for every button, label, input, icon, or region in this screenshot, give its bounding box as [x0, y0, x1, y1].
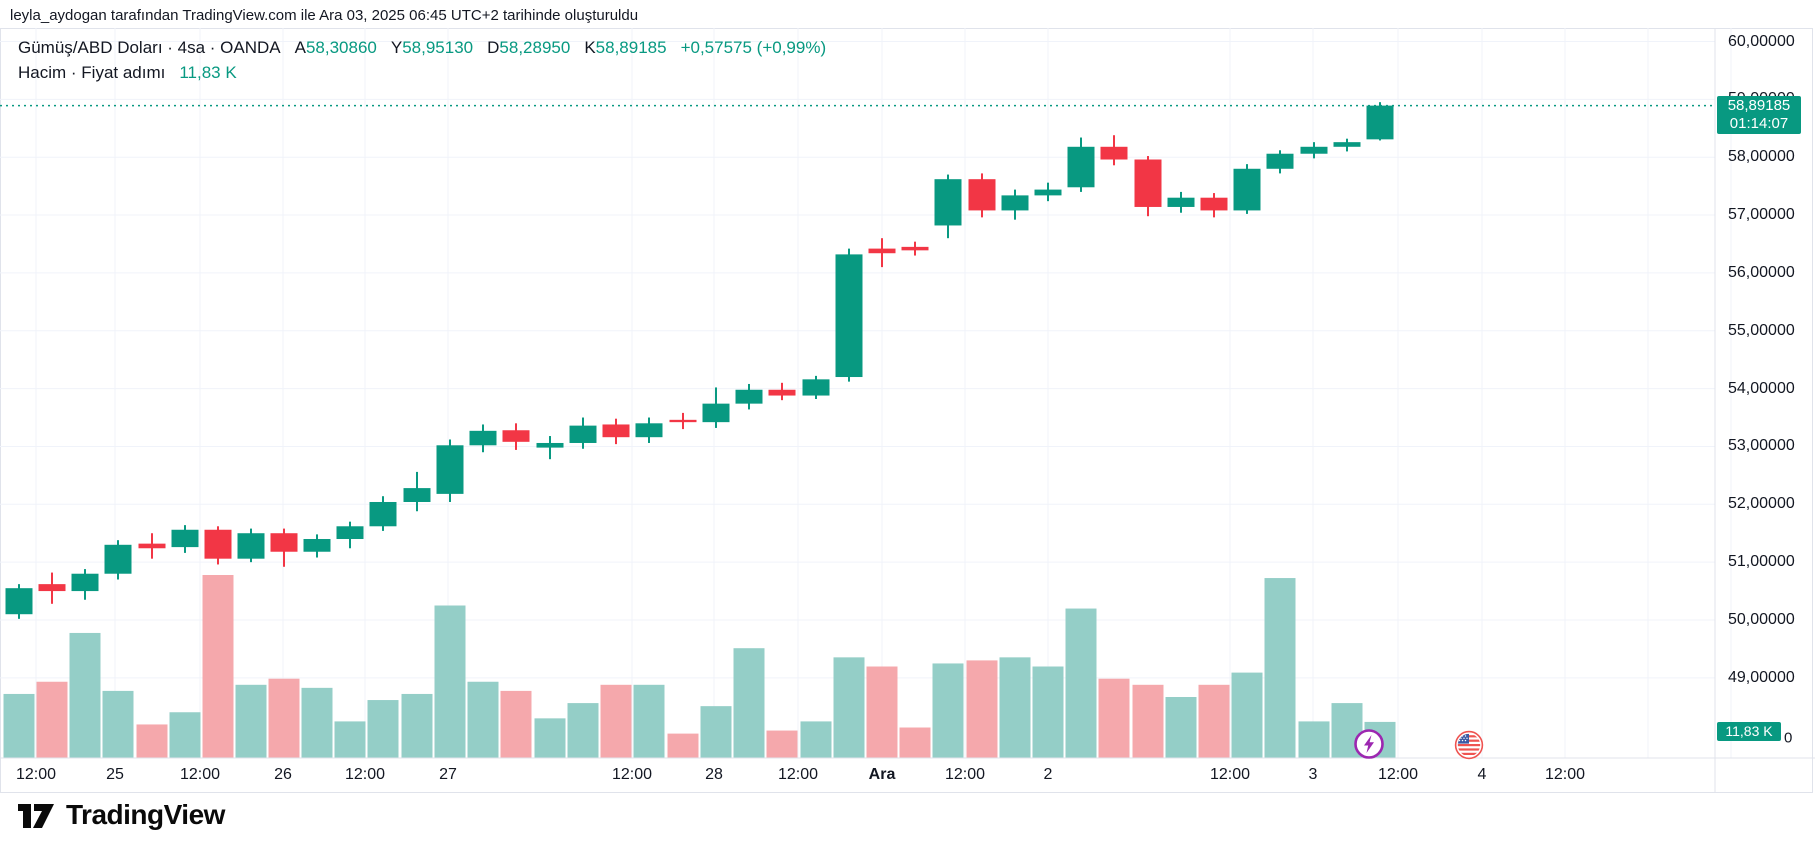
volume-row: Hacim · Fiyat adımı 11,83 K — [18, 61, 826, 84]
current-price-value: 58,89185 — [1727, 96, 1791, 114]
price-tick-60: 60,00000 — [1728, 32, 1795, 50]
time-tick-4: 4 — [1477, 766, 1487, 783]
ohlc-d: D58,28950 — [487, 37, 571, 57]
time-tick-1200: 12:00 — [344, 766, 386, 783]
symbol-title[interactable]: Gümüş/ABD Doları · 4sa · OANDA — [18, 37, 281, 57]
price-tick-51: 51,00000 — [1728, 553, 1795, 571]
time-tick-3: 3 — [1308, 766, 1318, 783]
time-tick-26: 26 — [274, 766, 292, 783]
time-tick-1200: 12:00 — [1377, 766, 1419, 783]
price-tick-58: 58,00000 — [1728, 148, 1795, 166]
ohlc-values: A58,30860 Y58,95130 D58,28950 K58,89185 — [295, 37, 667, 59]
price-tick-53: 53,00000 — [1728, 437, 1795, 455]
ohlc-k: K58,89185 — [584, 37, 667, 57]
ohlc-a: A58,30860 — [294, 37, 377, 57]
time-tick-28: 28 — [705, 766, 723, 783]
price-tick-57: 57,00000 — [1728, 206, 1795, 224]
ohlc-y: Y58,95130 — [390, 37, 474, 57]
price-tick-54: 54,00000 — [1728, 379, 1795, 397]
price-tick-50: 50,00000 — [1728, 611, 1795, 628]
tradingview-logo[interactable]: TradingView — [16, 798, 225, 832]
chart-frame — [0, 28, 1813, 793]
current-price-badge: 58,89185 01:14:07 — [1717, 95, 1801, 134]
price-tick-52: 52,00000 — [1728, 495, 1795, 513]
time-tick-1200: 12:00 — [15, 766, 57, 783]
tradingview-logo-text: TradingView — [66, 799, 225, 830]
lightning-event-icon[interactable] — [1353, 728, 1385, 760]
us-flag-event-icon[interactable] — [1454, 730, 1484, 760]
symbol-row: Gümüş/ABD Doları · 4sa · OANDA A58,30860… — [18, 36, 826, 59]
price-tick-49: 49,00000 — [1728, 668, 1795, 686]
time-tick-1200: 12:00 — [1209, 766, 1251, 783]
price-tick-55: 55,00000 — [1728, 321, 1795, 339]
volume-indicator-label[interactable]: Hacim · Fiyat adımı — [18, 62, 166, 82]
time-tick-1200: 12:00 — [1544, 766, 1586, 783]
time-tick-1200: 12:00 — [611, 766, 653, 783]
chart-legend: Gümüş/ABD Doları · 4sa · OANDA A58,30860… — [18, 36, 826, 84]
time-tick-1200: 12:00 — [944, 766, 986, 783]
time-tick-Ara: Ara — [868, 766, 896, 783]
bar-countdown: 01:14:07 — [1729, 114, 1789, 132]
price-tick-56: 56,00000 — [1728, 263, 1795, 281]
tradingview-logo-icon — [18, 804, 54, 828]
chart-canvas[interactable] — [0, 28, 1815, 793]
volume-scale-zero: 0 — [1784, 729, 1793, 747]
time-tick-25: 25 — [106, 766, 124, 783]
time-tick-27: 27 — [439, 766, 457, 783]
time-tick-1200: 12:00 — [777, 766, 819, 783]
price-change: +0,57575 (+0,99%) — [680, 37, 827, 57]
current-volume-badge: 11,83 K — [1717, 722, 1781, 741]
volume-indicator-value: 11,83 K — [179, 62, 237, 82]
attribution-text: leyla_aydogan tarafından TradingView.com… — [10, 7, 639, 24]
time-tick-2: 2 — [1043, 766, 1053, 783]
time-tick-1200: 12:00 — [179, 766, 221, 783]
